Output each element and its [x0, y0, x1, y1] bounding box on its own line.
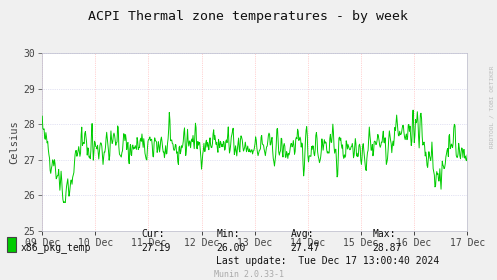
Text: x86_pkg_temp: x86_pkg_temp — [20, 242, 91, 253]
Text: ACPI Thermal zone temperatures - by week: ACPI Thermal zone temperatures - by week — [88, 10, 409, 23]
Text: RRDTOOL / TOBI OETIKER: RRDTOOL / TOBI OETIKER — [490, 65, 495, 148]
Y-axis label: Celsius: Celsius — [9, 120, 19, 164]
Text: Cur:: Cur: — [142, 228, 165, 239]
Text: 28.87: 28.87 — [373, 242, 402, 253]
Text: 27.47: 27.47 — [291, 242, 320, 253]
Text: Min:: Min: — [216, 228, 240, 239]
Text: 27.19: 27.19 — [142, 242, 171, 253]
Text: Max:: Max: — [373, 228, 396, 239]
Text: Avg:: Avg: — [291, 228, 314, 239]
Text: 26.00: 26.00 — [216, 242, 246, 253]
Text: Munin 2.0.33-1: Munin 2.0.33-1 — [214, 270, 283, 279]
Text: Last update:  Tue Dec 17 13:00:40 2024: Last update: Tue Dec 17 13:00:40 2024 — [216, 256, 439, 266]
